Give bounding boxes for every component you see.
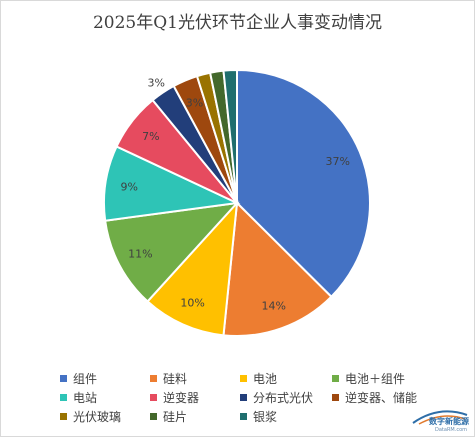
legend-swatch: [332, 393, 339, 401]
legend-swatch: [150, 412, 157, 420]
chart-title: 2025年Q1光伏环节企业人事变动情况: [92, 13, 383, 33]
legend-swatch: [150, 374, 157, 382]
legend: 组件 硅料 电池 电池＋组件电站 逆变器 分布式光伏 逆变器、储能光伏玻璃 硅片 银浆: [60, 370, 460, 424]
legend-item: 逆变器: [150, 389, 240, 405]
watermark-logo: 数字新能源 DataRM.com: [409, 407, 469, 433]
legend-label: 光伏玻璃: [73, 409, 122, 424]
pie-slice-0: [236, 68, 371, 299]
legend-swatch: [60, 374, 67, 382]
data-label-3: 11%: [128, 248, 152, 261]
data-label-5: 7%: [142, 130, 159, 143]
legend-swatch: [332, 374, 339, 382]
legend-item: 硅片: [150, 408, 240, 424]
legend-swatch: [60, 393, 67, 401]
legend-swatch: [240, 412, 247, 420]
legend-item: 组件: [60, 370, 150, 386]
legend-item: 电池: [240, 370, 332, 386]
legend-label: 分布式光伏: [253, 390, 314, 405]
data-label-1: 14%: [261, 300, 285, 313]
legend-item: 银浆: [240, 408, 332, 424]
legend-swatch: [240, 393, 247, 401]
legend-label: 电站: [73, 390, 98, 405]
legend-label: 逆变器: [163, 390, 200, 405]
watermark-text: 数字新能源: [429, 417, 469, 426]
data-label-6: 3%: [147, 77, 164, 90]
data-label-2: 10%: [180, 297, 204, 310]
legend-label: 硅片: [163, 409, 188, 424]
pie-slice-3: [104, 201, 240, 303]
watermark-subtext: DataRM.com: [435, 427, 467, 433]
legend-label: 组件: [73, 371, 98, 386]
data-label-0: 37%: [325, 155, 349, 168]
pie-slice-2: [146, 200, 239, 337]
legend-swatch: [240, 374, 247, 382]
legend-item: 电池＋组件: [332, 370, 442, 386]
watermark-swoosh-icon: [412, 410, 468, 425]
data-label-7: 3%: [186, 97, 203, 110]
data-label-4: 9%: [120, 180, 137, 193]
legend-swatch: [60, 412, 67, 420]
legend-item: 逆变器、储能: [332, 389, 442, 405]
legend-item: 光伏玻璃: [60, 408, 150, 424]
legend-label: 电池＋组件: [345, 371, 406, 386]
pie-slice-10: [222, 68, 238, 204]
legend-item: 硅料: [150, 370, 240, 386]
legend-label: 电池: [253, 371, 278, 386]
legend-item: 分布式光伏: [240, 389, 332, 405]
legend-label: 硅料: [163, 371, 188, 386]
legend-label: 银浆: [253, 409, 278, 424]
pie-chart: 37% 14% 10% 11% 9% 7% 3% 3%: [103, 68, 371, 337]
legend-label: 逆变器、储能: [345, 390, 418, 405]
pie-slice-1: [222, 200, 333, 337]
legend-swatch: [150, 393, 157, 401]
legend-item: 电站: [60, 389, 150, 405]
